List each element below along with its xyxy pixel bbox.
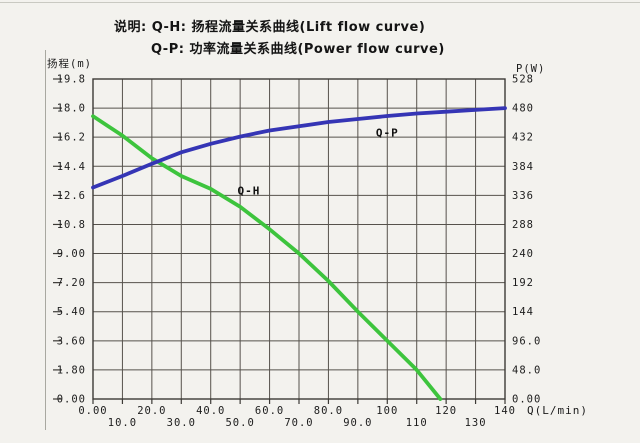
right-tick-label: 336 [512,190,534,202]
x-tick-label: 0.00 [78,405,107,417]
x-tick-label: 100 [376,405,398,417]
legend-line-power: Q-P: 功率流量关系曲线(Power flow curve) [151,42,445,57]
left-tick-label: 3.60 [57,335,86,347]
left-tick-label: 5.40 [57,306,86,318]
x-tick-label: 90.0 [343,417,372,429]
left-tick-label: 16.2 [57,132,86,144]
right-tick-label: 144 [512,306,534,318]
left-tick-label: 14.4 [57,161,86,173]
right-tick-label: 288 [512,219,534,231]
x-tick-label: 20.0 [137,405,166,417]
x-tick-label: 80.0 [314,405,343,417]
q-h-curve [91,114,443,401]
q-h-curve-label: Q-H [238,185,261,198]
scan-artifact-top-line [0,2,640,3]
x-tick-label: 30.0 [167,417,196,429]
x-tick-label: 50.0 [225,417,254,429]
right-tick-label: 192 [512,277,534,289]
right-tick-label: 48.0 [512,364,541,376]
left-tick-label: 19.8 [57,74,86,86]
left-tick-label: 18.0 [57,103,86,115]
x-tick-label: 130 [465,417,487,429]
q-p-curve [91,106,507,190]
left-tick-label: 10.8 [57,219,86,231]
x-tick-label: 70.0 [284,417,313,429]
right-tick-label: 96.0 [512,335,541,347]
right-tick-label: 0.00 [512,394,541,406]
legend-line-lift: 说明: Q-H: 扬程流量关系曲线(Lift flow curve) [114,20,426,35]
left-tick-label: 9.00 [57,248,86,260]
x-tick-label: 40.0 [196,405,225,417]
right-tick-label: 384 [512,161,534,173]
x-tick-label: 60.0 [255,405,284,417]
left-axis-title: 扬程(m) [47,58,92,70]
right-tick-label: 528 [512,74,534,86]
x-tick-label: 110 [406,417,428,429]
left-tick-label: 1.80 [57,364,86,376]
q-p-curve-label: Q-P [376,126,399,139]
left-tick-label: 0.00 [57,394,86,406]
right-axis-title: P(W) [516,63,546,75]
right-tick-label: 480 [512,103,534,115]
x-axis-unit-label: Q(L/min) [527,404,588,417]
scan-artifact-left-line [45,50,46,430]
left-tick-label: 7.20 [57,277,86,289]
x-tick-label: 10.0 [108,417,137,429]
left-tick-label: 12.6 [57,190,86,202]
right-tick-label: 240 [512,248,534,260]
x-tick-label: 120 [435,405,457,417]
right-tick-label: 432 [512,132,534,144]
x-tick-label: 140 [494,405,516,417]
